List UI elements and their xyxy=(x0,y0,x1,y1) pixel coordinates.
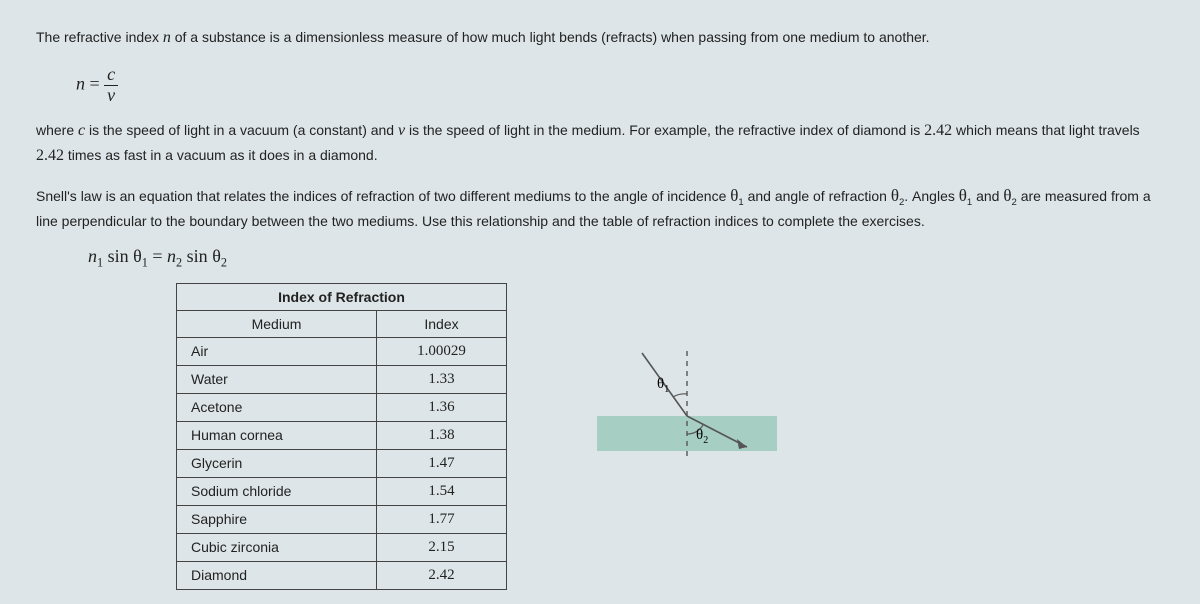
table-cell-index: 1.77 xyxy=(377,505,507,533)
table-cell-index: 1.36 xyxy=(377,393,507,421)
formula-numerator: c xyxy=(104,65,118,86)
var-n: n xyxy=(163,29,171,46)
formula-n-equals-c-over-v: n = cv xyxy=(76,65,1164,106)
theta: θ xyxy=(959,186,967,205)
table-cell-medium: Glycerin xyxy=(177,449,377,477)
text: is the speed of light in a vacuum (a con… xyxy=(85,122,398,138)
formula-denominator: v xyxy=(104,86,118,106)
table-row: Sodium chloride1.54 xyxy=(177,477,507,505)
table-row: Cubic zirconia2.15 xyxy=(177,533,507,561)
table-cell-medium: Diamond xyxy=(177,561,377,589)
text: and angle of refraction xyxy=(744,188,891,204)
table-cell-medium: Human cornea xyxy=(177,421,377,449)
table-col-index: Index xyxy=(377,310,507,337)
formula-eq: = xyxy=(85,73,104,93)
table-cell-index: 1.00029 xyxy=(377,337,507,365)
formula-lhs: n xyxy=(76,73,85,93)
eq: = xyxy=(148,246,167,266)
text: is the speed of light in the medium. For… xyxy=(405,122,924,138)
theta: θ xyxy=(1003,186,1011,205)
table-cell-medium: Air xyxy=(177,337,377,365)
table-cell-medium: Cubic zirconia xyxy=(177,533,377,561)
theta: θ xyxy=(133,246,142,266)
refraction-svg: θ1 θ2 xyxy=(597,331,777,481)
text: The refractive index xyxy=(36,29,163,45)
refraction-diagram: θ1 θ2 xyxy=(597,331,777,484)
theta1-arc xyxy=(673,394,687,397)
table-cell-index: 1.47 xyxy=(377,449,507,477)
table-row: Human cornea1.38 xyxy=(177,421,507,449)
text: Snell's law is an equation that relates … xyxy=(36,188,730,204)
value: 2.42 xyxy=(36,147,64,164)
table-cell-index: 2.42 xyxy=(377,561,507,589)
snells-law-equation: n1 sin θ1 = n2 sin θ2 xyxy=(88,246,1164,271)
theta: θ xyxy=(212,246,221,266)
sin: sin xyxy=(182,246,212,266)
table-row: Glycerin1.47 xyxy=(177,449,507,477)
table-row: Sapphire1.77 xyxy=(177,505,507,533)
table-title: Index of Refraction xyxy=(177,283,507,310)
text: which means that light travels xyxy=(952,122,1140,138)
text: . Angles xyxy=(904,188,958,204)
table-cell-index: 1.54 xyxy=(377,477,507,505)
formula-fraction: cv xyxy=(104,65,118,106)
intro-paragraph-2: where c is the speed of light in a vacuu… xyxy=(36,119,1164,169)
n1: n xyxy=(88,246,97,266)
refraction-table: Index of Refraction Medium Index Air1.00… xyxy=(176,283,507,590)
n2: n xyxy=(167,246,176,266)
text: times as fast in a vacuum as it does in … xyxy=(64,147,378,163)
table-cell-index: 1.33 xyxy=(377,365,507,393)
snell-paragraph: Snell's law is an equation that relates … xyxy=(36,183,1164,232)
text: and xyxy=(972,188,1003,204)
text: of a substance is a dimensionless measur… xyxy=(171,29,930,45)
table-row: Air1.00029 xyxy=(177,337,507,365)
sub: 2 xyxy=(221,256,227,270)
sin: sin xyxy=(103,246,133,266)
table-cell-index: 2.15 xyxy=(377,533,507,561)
table-cell-medium: Sapphire xyxy=(177,505,377,533)
table-cell-medium: Sodium chloride xyxy=(177,477,377,505)
theta: θ xyxy=(891,186,899,205)
table-col-medium: Medium xyxy=(177,310,377,337)
table-row: Diamond2.42 xyxy=(177,561,507,589)
text: where xyxy=(36,122,78,138)
table-row: Water1.33 xyxy=(177,365,507,393)
table-cell-index: 1.38 xyxy=(377,421,507,449)
intro-paragraph-1: The refractive index n of a substance is… xyxy=(36,26,1164,51)
table-cell-medium: Acetone xyxy=(177,393,377,421)
value: 2.42 xyxy=(924,122,952,139)
theta1-label: θ1 xyxy=(657,376,669,395)
table-cell-medium: Water xyxy=(177,365,377,393)
table-row: Acetone1.36 xyxy=(177,393,507,421)
